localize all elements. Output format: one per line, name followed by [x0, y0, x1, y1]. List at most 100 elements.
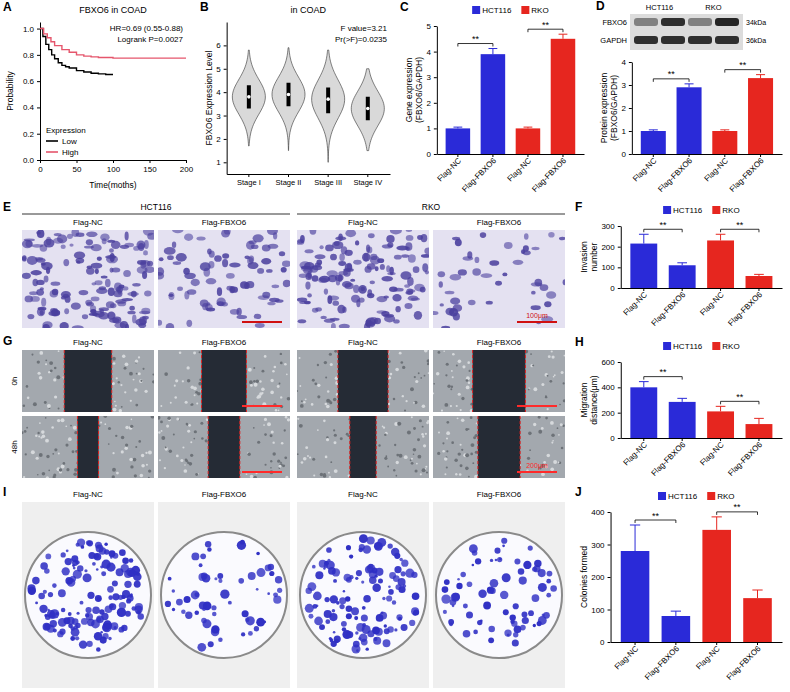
y-tick-label: 2	[621, 104, 626, 113]
texture	[466, 386, 470, 390]
cell	[143, 250, 148, 255]
colony	[472, 564, 475, 567]
colony	[200, 553, 206, 559]
colony	[86, 641, 92, 647]
scratch-gap	[338, 350, 388, 412]
colony	[70, 636, 75, 641]
y-axis-line	[437, 27, 438, 155]
texture	[185, 401, 188, 404]
cell	[86, 231, 97, 237]
cell	[27, 314, 34, 319]
y-tick-label: 4	[621, 58, 626, 67]
texture	[277, 460, 280, 463]
x-tick-group: Flag-FBXO6	[725, 642, 763, 682]
texture	[185, 459, 188, 462]
colony	[55, 612, 58, 615]
x-tick-group: Flag-FBXO6	[728, 154, 766, 194]
texture	[384, 457, 387, 460]
colony	[513, 632, 518, 637]
texture	[456, 364, 458, 366]
bar	[677, 87, 702, 154]
texture	[257, 395, 261, 399]
wound-edge	[208, 416, 209, 478]
colony	[394, 628, 397, 631]
error-bar	[492, 49, 493, 55]
texture	[399, 423, 401, 425]
texture	[317, 364, 319, 366]
cell	[229, 262, 240, 267]
cell	[177, 287, 183, 291]
colony	[387, 626, 394, 633]
cell	[125, 232, 129, 241]
texture	[184, 464, 186, 466]
texture	[325, 403, 328, 406]
x-tick-label: Flag-NC	[631, 156, 659, 184]
colony	[68, 623, 73, 628]
texture	[160, 420, 163, 423]
error-bar	[689, 84, 690, 87]
cell	[452, 237, 460, 241]
texture	[256, 380, 259, 383]
texture	[413, 453, 415, 455]
colony	[58, 589, 66, 597]
y-tick-group: 100	[601, 263, 620, 272]
y-tick	[629, 154, 632, 155]
photo	[297, 502, 429, 688]
cell	[226, 273, 235, 279]
colony	[451, 593, 460, 602]
texture	[247, 452, 250, 455]
texture	[305, 398, 307, 400]
y-tick-group: 4	[216, 88, 226, 97]
colony	[197, 643, 206, 652]
cell	[383, 295, 389, 298]
texture	[160, 405, 162, 407]
cell	[559, 237, 565, 240]
x-tick	[720, 288, 721, 291]
y-tick-group: 200	[601, 243, 620, 252]
texture	[38, 436, 40, 438]
y-tick-label: 200	[601, 243, 615, 252]
colony	[256, 618, 265, 627]
texture	[151, 416, 154, 419]
cell	[133, 246, 139, 251]
cell	[362, 253, 370, 262]
cell	[386, 235, 394, 243]
x-tick-label: 200	[180, 165, 194, 174]
wound-edge	[337, 350, 338, 412]
colony	[394, 566, 401, 573]
texture	[411, 458, 413, 460]
texture	[263, 424, 265, 426]
x-tick-group: Flag-NC	[698, 438, 726, 468]
texture	[130, 400, 132, 402]
x-axis-line	[611, 642, 782, 643]
texture	[277, 385, 280, 388]
cell	[124, 243, 134, 247]
colony	[256, 552, 260, 556]
texture	[261, 387, 265, 391]
colony	[392, 600, 396, 604]
texture	[334, 469, 338, 473]
x-tick-label: Flag-NC	[621, 290, 649, 318]
colony	[212, 612, 217, 617]
texture	[550, 468, 554, 472]
texture	[174, 385, 176, 387]
colony	[84, 569, 87, 572]
cell	[367, 247, 372, 254]
colony	[135, 603, 143, 611]
error-cap	[720, 129, 729, 130]
cell	[408, 254, 416, 262]
colony	[538, 569, 546, 577]
texture	[461, 418, 465, 422]
texture	[190, 441, 192, 443]
dish	[161, 532, 287, 658]
texture	[558, 461, 560, 463]
texture	[38, 372, 41, 375]
colony	[104, 542, 108, 546]
texture	[59, 468, 62, 471]
y-tick	[37, 29, 40, 30]
y-tick-group: 4	[426, 48, 436, 57]
cell	[269, 298, 280, 302]
colony	[324, 610, 332, 618]
texture	[527, 457, 530, 460]
texture	[426, 471, 428, 473]
